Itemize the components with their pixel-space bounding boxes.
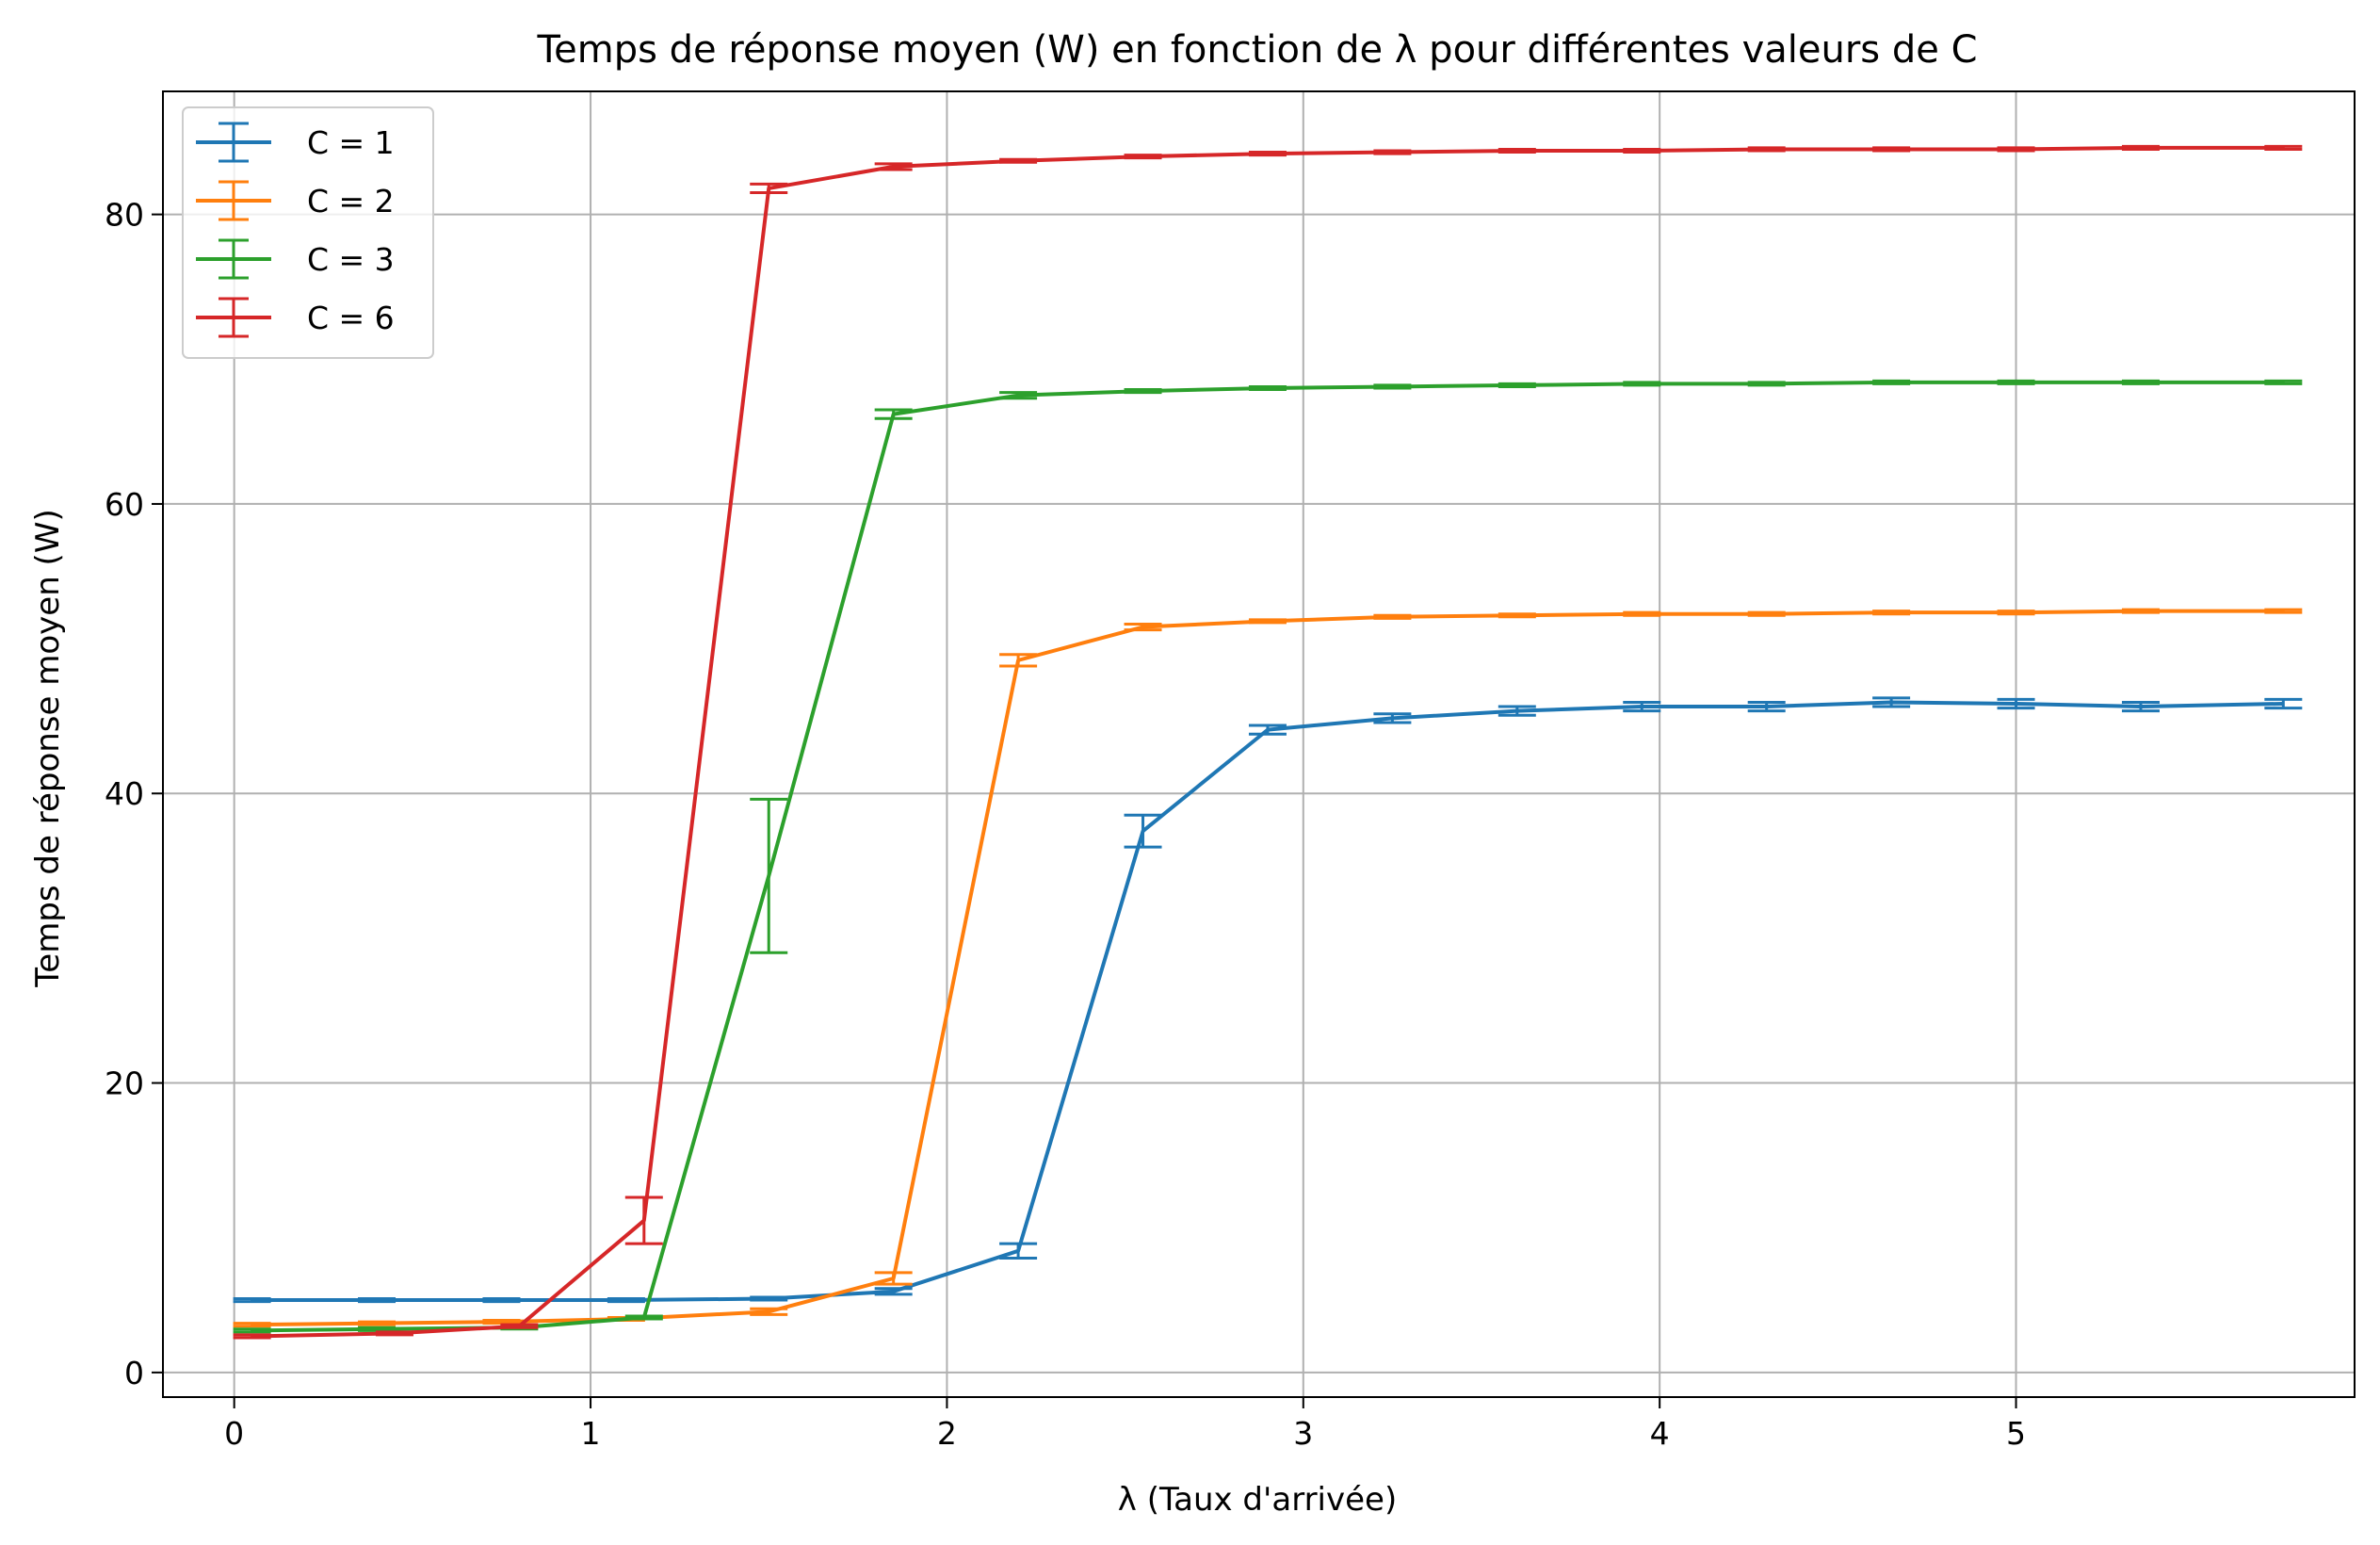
grid (163, 91, 2355, 1397)
error-bar (750, 1307, 788, 1316)
error-bar (1373, 149, 1412, 155)
legend: C = 1 C = 2 C = 3 C = 6 (182, 106, 434, 359)
error-bar (999, 391, 1038, 400)
error-bar (2121, 608, 2160, 614)
error-bar (1623, 700, 1661, 713)
error-bar (375, 1330, 413, 1337)
error-bar (1747, 610, 1786, 617)
error-bar (482, 1297, 521, 1304)
x-tick-label: 5 (2006, 1415, 2026, 1452)
error-bar (1747, 381, 1786, 387)
x-tick-label: 4 (1650, 1415, 1670, 1452)
x-tick-label: 3 (1293, 1415, 1313, 1452)
legend-label: C = 3 (307, 241, 395, 278)
error-bar (358, 1320, 397, 1326)
error-bar (1872, 146, 1911, 153)
plot-series (233, 144, 2303, 1340)
error-bar (1623, 147, 1661, 154)
error-bar (2264, 379, 2303, 385)
series-4 (233, 144, 2303, 1340)
error-bar (482, 1319, 521, 1325)
error-bar (1872, 610, 1911, 616)
error-bar (358, 1297, 397, 1304)
series-3 (233, 379, 2303, 1334)
error-bar (874, 408, 913, 420)
error-bar (1498, 382, 1536, 388)
error-bar (624, 1314, 663, 1321)
error-bar (1498, 612, 1536, 619)
error-bar (874, 1271, 913, 1286)
axis-ticks: 0 1 2 3 4 5 0 20 40 60 80 (105, 197, 2026, 1452)
error-bar (1373, 613, 1412, 620)
y-tick-label: 80 (105, 197, 144, 234)
legend-label: C = 6 (307, 300, 395, 336)
legend-item: C = 2 (196, 180, 395, 221)
error-bar (750, 182, 788, 195)
legend-box (182, 106, 434, 359)
legend-item: C = 3 (196, 238, 395, 280)
error-bar (1498, 147, 1536, 154)
series-2 (233, 608, 2303, 1328)
error-bar (500, 1323, 539, 1329)
error-bar (1248, 384, 1287, 392)
error-bar (1373, 383, 1412, 390)
error-bar (1124, 622, 1162, 632)
error-bar (2121, 144, 2160, 151)
error-bar (874, 162, 913, 171)
error-bar (999, 1242, 1038, 1260)
error-bar (2264, 144, 2303, 151)
y-axis-label: Temps de réponse moyen (W) (29, 509, 67, 987)
error-bar (1124, 388, 1162, 395)
error-bar (1248, 151, 1287, 157)
error-bar (1498, 705, 1536, 717)
error-bar (1997, 146, 2035, 153)
error-bar (1747, 146, 1786, 153)
error-bar (1623, 381, 1661, 387)
error-bar (624, 1195, 663, 1245)
error-bar (233, 1297, 271, 1304)
series-1 (233, 696, 2303, 1304)
error-bar (1124, 154, 1162, 160)
error-bar (233, 1327, 271, 1334)
error-bar (1747, 700, 1786, 713)
error-bar (750, 1295, 788, 1302)
error-bar (1872, 696, 1911, 708)
error-bar (999, 157, 1038, 164)
error-bar (358, 1325, 397, 1332)
error-bar (607, 1297, 645, 1304)
error-bar (1623, 610, 1661, 617)
y-tick-label: 40 (105, 775, 144, 812)
error-bar (233, 1333, 271, 1340)
error-bar (2264, 697, 2303, 710)
error-bar (1872, 379, 1911, 385)
x-tick-label: 0 (224, 1415, 244, 1452)
error-bar (1248, 724, 1287, 736)
error-bar (999, 653, 1038, 668)
x-tick-label: 1 (581, 1415, 601, 1452)
legend-label: C = 1 (307, 124, 395, 161)
error-bar (1248, 618, 1287, 625)
error-bar (2121, 379, 2160, 385)
legend-item: C = 6 (196, 297, 395, 338)
error-bar (1373, 712, 1412, 724)
y-tick-label: 60 (105, 486, 144, 523)
x-axis-label: λ (Taux d'arrivée) (1118, 1481, 1397, 1519)
error-bar (233, 1322, 271, 1328)
x-tick-label: 2 (937, 1415, 957, 1452)
error-bar (2264, 608, 2303, 614)
error-bar (1997, 379, 2035, 385)
error-bar (2121, 700, 2160, 713)
error-bar (750, 797, 788, 954)
chart-title: Temps de réponse moyen (W) en fonction d… (536, 28, 1977, 72)
legend-item: C = 1 (196, 122, 395, 163)
error-bar (874, 1287, 913, 1296)
legend-label: C = 2 (307, 183, 395, 220)
plot-frame (162, 90, 2356, 1398)
error-bar (1997, 610, 2035, 616)
error-bar (1124, 813, 1162, 849)
y-tick-label: 0 (124, 1355, 144, 1391)
error-bar (1997, 697, 2035, 710)
y-tick-label: 20 (105, 1065, 144, 1102)
